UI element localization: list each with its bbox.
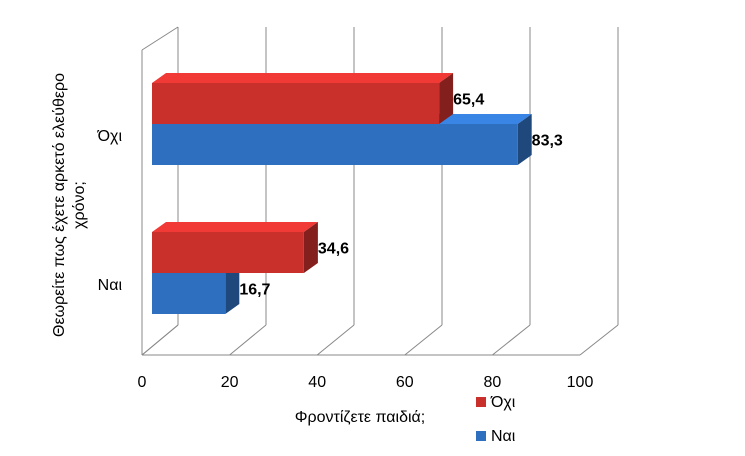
x-tick-label: 40 xyxy=(308,374,326,391)
bar-top xyxy=(152,222,318,232)
bar-side xyxy=(303,222,318,273)
legend-swatch xyxy=(476,431,486,441)
x-tick-label: 20 xyxy=(221,374,239,391)
value-label: 34,6 xyxy=(318,241,349,258)
bar xyxy=(152,83,440,124)
bar-top xyxy=(152,73,454,83)
legend-label: Ναι xyxy=(491,428,516,445)
grid-line xyxy=(404,324,443,356)
legend-label: Όχι xyxy=(490,394,516,411)
bar xyxy=(152,232,304,273)
x-tick-label: 80 xyxy=(484,374,502,391)
bar-side xyxy=(225,263,240,314)
value-label: 65,4 xyxy=(453,92,484,109)
grid-line xyxy=(492,324,531,356)
value-label: 16,7 xyxy=(239,282,270,299)
wall-line xyxy=(141,26,179,51)
bar-side xyxy=(439,73,454,124)
grid-line xyxy=(316,324,355,356)
bar xyxy=(152,124,518,165)
value-label: 83,3 xyxy=(532,133,563,150)
x-axis-title: Φροντίζετε παιδιά; xyxy=(295,409,426,426)
category-label: Όχι xyxy=(97,128,123,145)
x-tick-label: 100 xyxy=(567,374,594,391)
grid-line xyxy=(141,324,179,356)
x-tick-label: 0 xyxy=(138,374,147,391)
category-label: Ναι xyxy=(98,277,123,294)
x-tick-label: 60 xyxy=(396,374,414,391)
grid-line xyxy=(229,324,267,356)
y-axis-title: Θεωρείτε πως έχετε αρκετό ελεύθερο χρόνο… xyxy=(51,73,88,337)
legend-swatch xyxy=(476,397,486,407)
grid-line xyxy=(579,324,619,356)
bar-side xyxy=(517,114,532,165)
bar xyxy=(152,273,226,314)
